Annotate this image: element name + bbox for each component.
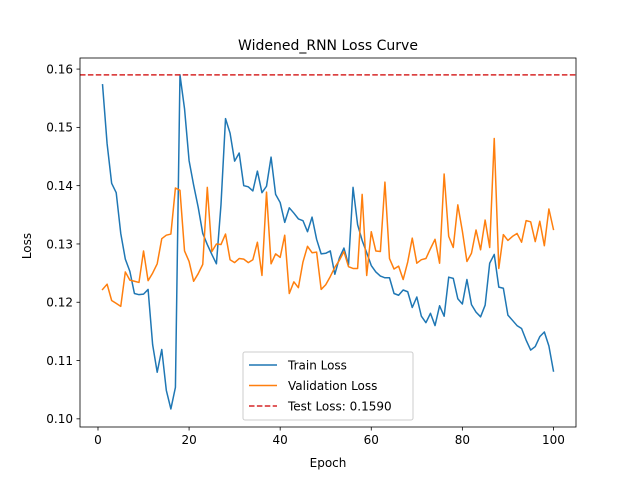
x-tick-label: 80 [455, 433, 470, 447]
x-axis-label: Epoch [310, 456, 347, 470]
y-tick-label: 0.13 [46, 237, 73, 251]
legend-label: Test Loss: 0.1590 [287, 399, 392, 413]
x-tick-label: 100 [542, 433, 565, 447]
y-tick-label: 0.15 [46, 121, 73, 135]
y-tick-label: 0.12 [46, 296, 73, 310]
chart-title: Widened_RNN Loss Curve [238, 38, 418, 54]
legend-label: Train Loss [287, 358, 347, 372]
x-tick-label: 60 [364, 433, 379, 447]
plot-area: 0 20 40 60 80 100 0.10 0.11 0.12 0.13 0.14 0.15 0.16 [46, 57, 577, 447]
x-tick-label: 40 [273, 433, 288, 447]
x-tick-label: 20 [181, 433, 196, 447]
y-tick-label: 0.10 [46, 412, 73, 426]
legend-label: Validation Loss [288, 379, 377, 393]
y-tick-label: 0.14 [46, 179, 73, 193]
x-tick-label: 0 [94, 433, 102, 447]
y-axis-label: Loss [20, 233, 34, 259]
axes-frame [79, 57, 577, 428]
y-tick-label: 0.16 [46, 62, 73, 76]
legend: Train Loss Validation Loss Test Loss: 0.15… [242, 351, 414, 421]
series-line-train-loss [101, 74, 555, 410]
y-tick-label: 0.11 [46, 354, 73, 368]
series-line-validation-loss [101, 137, 555, 308]
legend-box [242, 351, 414, 421]
